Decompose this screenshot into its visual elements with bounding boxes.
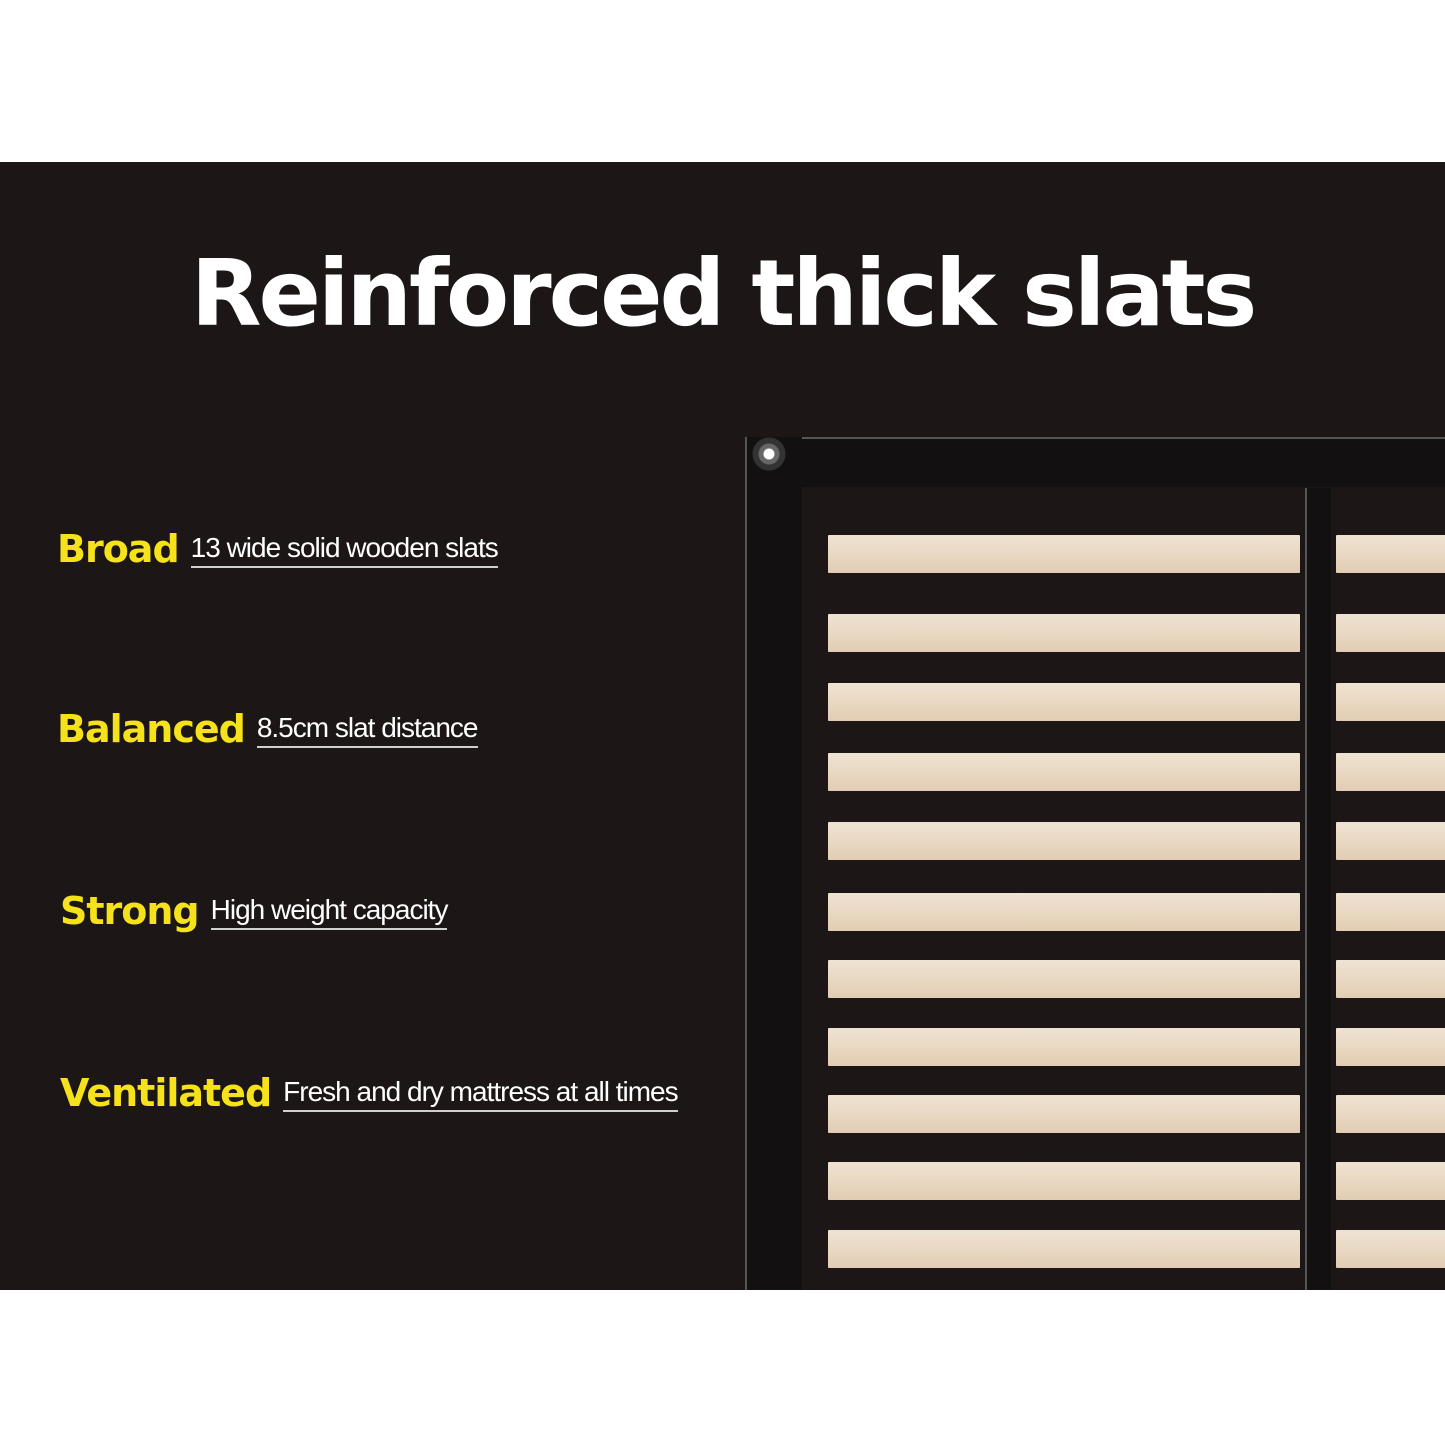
feature-balanced: Balanced 8.5cm slat distance — [57, 710, 478, 748]
slat — [828, 1162, 1300, 1200]
slat — [1336, 614, 1445, 652]
slat — [828, 535, 1300, 573]
feature-label: Ventilated — [60, 1071, 272, 1115]
slat — [1336, 535, 1445, 573]
feature-broad: Broad 13 wide solid wooden slats — [57, 527, 499, 571]
slat — [1336, 683, 1445, 721]
slat — [828, 960, 1300, 998]
frame-side-rail — [745, 437, 802, 1290]
corner-bolt-icon — [752, 437, 786, 471]
headline: Reinforced thick slats — [190, 240, 1258, 347]
slat — [1336, 1230, 1445, 1268]
slat — [828, 1230, 1300, 1268]
frame-center-rail — [1305, 488, 1331, 1290]
product-panel: Reinforced thick slats Broad 13 wide sol… — [0, 162, 1445, 1290]
slat — [1336, 960, 1445, 998]
slat — [1336, 1162, 1445, 1200]
slat — [828, 753, 1300, 791]
slat — [1336, 753, 1445, 791]
feature-ventilated: Ventilated Fresh and dry mattress at all… — [60, 1071, 679, 1115]
frame-top-rail — [745, 437, 1445, 487]
feature-label: Broad — [57, 527, 180, 571]
feature-text: 8.5cm slat distance — [256, 714, 478, 748]
slat — [1336, 893, 1445, 931]
slat — [828, 822, 1300, 860]
feature-text: High weight capacity — [210, 896, 448, 930]
feature-label: Balanced — [57, 707, 246, 751]
slat — [828, 1095, 1300, 1133]
slat — [1336, 1028, 1445, 1066]
slat — [1336, 1095, 1445, 1133]
feature-label: Strong — [60, 889, 200, 933]
feature-text: 13 wide solid wooden slats — [190, 534, 499, 568]
slat — [828, 1028, 1300, 1066]
slat — [828, 614, 1300, 652]
feature-text: Fresh and dry mattress at all times — [283, 1078, 679, 1112]
feature-strong: Strong High weight capacity — [60, 889, 448, 933]
slat — [828, 683, 1300, 721]
slat — [1336, 822, 1445, 860]
slat — [828, 893, 1300, 931]
